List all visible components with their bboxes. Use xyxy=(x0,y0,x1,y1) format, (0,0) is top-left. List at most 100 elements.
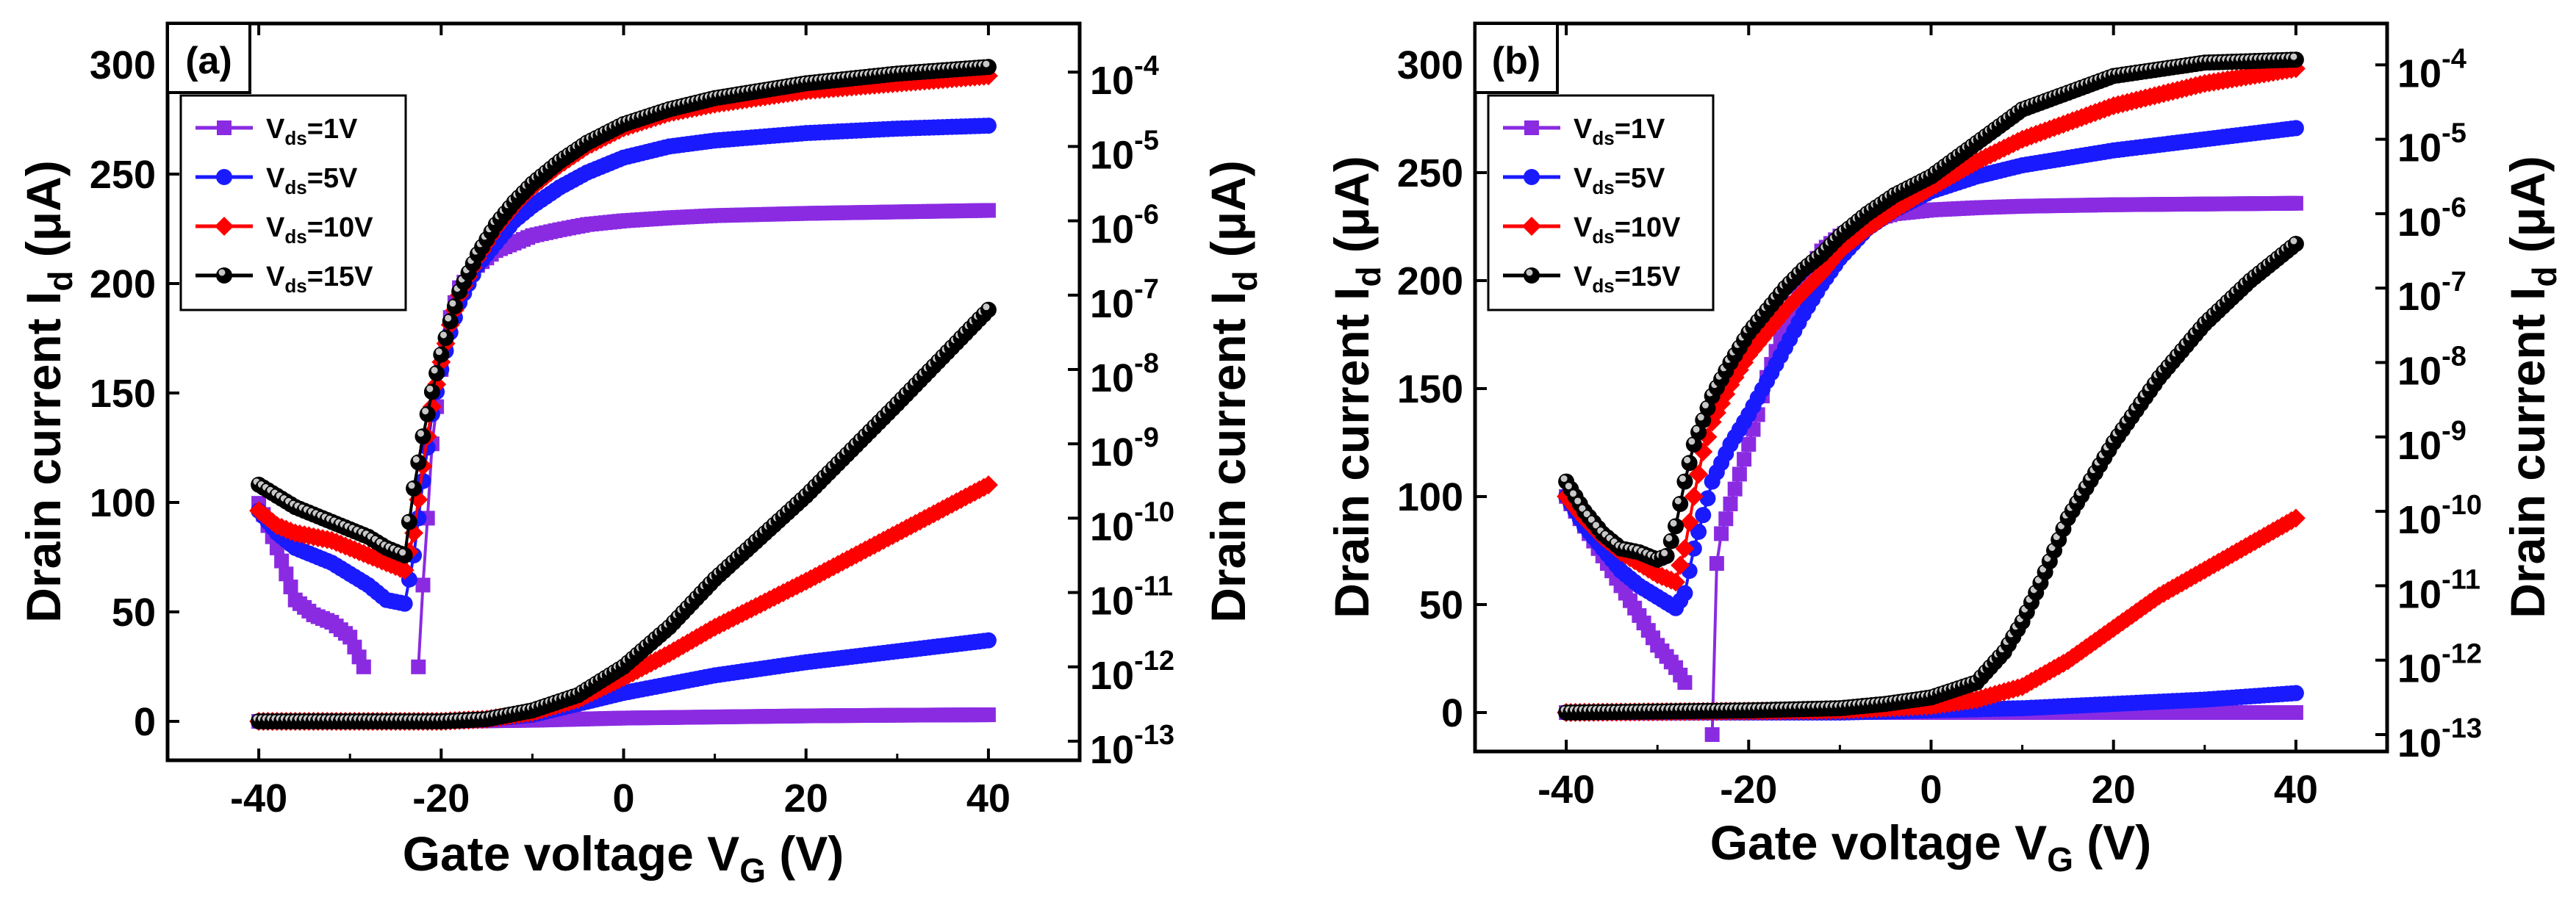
panel-b-right-tick-label: 10-11 xyxy=(2397,564,2480,616)
panel-b-series-2-log-point xyxy=(1671,555,1690,575)
panel-b-series-3-log-point xyxy=(2287,51,2304,68)
panel-a-series-3-linear-point xyxy=(980,301,997,318)
panel-b-label: (b) xyxy=(1492,40,1540,82)
panel-b-legend-item-0: Vds=1V xyxy=(1503,114,1665,149)
panel-a-series-3 xyxy=(251,59,997,729)
panel-b-series-3-linear-point-highlight xyxy=(2290,237,2297,245)
panel-a-y-tick-label: 150 xyxy=(90,372,156,416)
panel-a-right-tick-label: 10-13 xyxy=(1090,720,1174,772)
panel-a-series-1-linear-point xyxy=(980,632,997,649)
panel-a-y-tick-label: 250 xyxy=(90,153,156,197)
panel-a-right-tick-label: 10-7 xyxy=(1090,274,1159,326)
panel-a-series-1-log-point xyxy=(980,118,997,134)
panel-a-series-3-log-point xyxy=(437,329,454,346)
panel-b-series-3-log-point-highlight xyxy=(1688,438,1696,445)
panel-b-series-2-log-point xyxy=(1679,513,1699,533)
panel-a-label-box: (a) xyxy=(166,22,251,94)
panel-a-series-3-log-point-highlight xyxy=(440,331,448,339)
panel-b-x-tick-label: -40 xyxy=(1538,768,1595,812)
panel-b-right-tick-label: 10-9 xyxy=(2397,416,2466,468)
panel-a-series-3-log-point xyxy=(980,59,997,76)
panel-a-series-3-log-point xyxy=(423,383,440,400)
panel-a-series-3-log-point-highlight xyxy=(431,367,438,374)
panel-a-x-tick-label: 20 xyxy=(784,776,828,821)
panel-a-right-tick-label: 10-8 xyxy=(1090,348,1159,400)
panel-a-series-2-log-point xyxy=(395,560,415,580)
panel-b-x-tick-label: 0 xyxy=(1920,768,1942,812)
panel-b-series-1-log-point xyxy=(1676,585,1693,602)
panel-b-series-0-log-point xyxy=(1732,466,1747,482)
panel-b-right-tick-label: 10-8 xyxy=(2397,342,2466,394)
panel-a-y-tick-label: 200 xyxy=(90,262,156,306)
panel-b-series-3-log-point-highlight xyxy=(1674,497,1682,505)
panel-b-legend-marker xyxy=(1524,169,1540,185)
panel-a-series-3-log-point xyxy=(406,480,423,497)
panel-b-series-1-log-point xyxy=(1699,490,1716,507)
panel-a-legend-label: Vds=5V xyxy=(266,163,358,198)
panel-b-legend-marker-highlight xyxy=(1526,269,1533,276)
panel-b-series-0-linear-point xyxy=(2288,705,2303,720)
panel-a-legend: Vds=1V Vds=5V Vds=10V Vds=15V xyxy=(179,94,407,311)
panel-b-right-tick-label: 10-10 xyxy=(2397,490,2482,542)
panel-a-series-3-log-point xyxy=(433,346,450,363)
panel-b-series-3-log-point xyxy=(1676,473,1693,490)
panel-b-series-3-log-point-highlight xyxy=(1670,519,1677,527)
panel-a-legend-marker xyxy=(216,267,232,284)
panel-b-legend-label: Vds=15V xyxy=(1574,262,1681,297)
panel-a-data-marks xyxy=(249,59,998,731)
panel-a-series-3-log-point-highlight xyxy=(435,348,442,356)
panel-a-right-tick-label: 10-10 xyxy=(1090,497,1174,549)
panel-b-series-3-log-point xyxy=(1672,495,1689,512)
panel-b-series-3-log-point-highlight xyxy=(1593,522,1600,529)
panel-b-series-0-log-point xyxy=(1677,675,1693,691)
panel-a-series-3-log-point-highlight xyxy=(983,60,990,68)
panel-a-label: (a) xyxy=(185,40,232,82)
panel-b-y-tick-label: 300 xyxy=(1397,43,1463,87)
panel-a-series-0-log-point xyxy=(283,580,298,595)
panel-b-series-2-log-point xyxy=(1684,486,1704,506)
panel-b-series-0-log-point xyxy=(1737,452,1752,467)
panel-b-series-3-log-point-highlight xyxy=(1693,425,1700,433)
panel-b-left-axis-title: Drain current Id (μA) xyxy=(1324,156,1388,619)
panel-a-series-3-log-point-highlight xyxy=(403,515,411,522)
panel-b-series-2-log-point xyxy=(1675,538,1695,558)
panel-a-y-tick-label: 50 xyxy=(112,591,156,635)
panel-a-legend-label: Vds=1V xyxy=(266,114,358,149)
panel-a-left-axis-title: Drain current Id (μA) xyxy=(16,160,79,623)
panel-b-series-0-log-point xyxy=(1727,481,1743,497)
panel-b-y-tick-label: 250 xyxy=(1397,151,1463,195)
panel-a-series-3-log-point-highlight xyxy=(399,549,406,556)
panel-a-right-tick-label: 10-6 xyxy=(1090,200,1159,252)
panel-a-y-tick-label: 300 xyxy=(90,43,156,87)
panel-b-series-3 xyxy=(1558,51,2304,721)
panel-b-legend-marker xyxy=(1522,217,1541,236)
panel-b-series-3-log-point-highlight xyxy=(1665,535,1673,542)
panel-a-series-3-log-point xyxy=(396,547,413,563)
panel-b-right-tick-label: 10-5 xyxy=(2397,118,2466,170)
panel-a-series-3-log-point xyxy=(428,365,445,382)
panel-a-x-axis-title: Gate voltage VG (V) xyxy=(403,826,844,890)
panel-a-series-2-linear-point xyxy=(978,475,998,495)
panel-a-series-3-linear-point-highlight xyxy=(983,303,990,311)
panel-b-right-tick-label: 10-7 xyxy=(2397,267,2466,319)
panel-b-right-axis-title: Drain current Id (μA) xyxy=(2500,156,2564,619)
panel-a-series-0-log-point xyxy=(411,659,426,674)
panel-b-series-0-log-point xyxy=(1704,727,1720,742)
panel-a-series-3-log-point-highlight xyxy=(412,456,420,463)
panel-b-label-box: (b) xyxy=(1474,22,1559,94)
panel-b-right-tick-label: 10-12 xyxy=(2397,639,2482,691)
panel-b-series-2-log-point xyxy=(1666,572,1686,592)
panel-a-series-3-log-point-highlight xyxy=(417,430,424,437)
panel-a-series-3-log-point xyxy=(415,428,431,445)
panel-b-series-2-linear-point xyxy=(2286,508,2306,528)
panel-a-x-tick-label: -20 xyxy=(412,776,470,821)
panel-b-series-0-log-point xyxy=(1714,526,1729,541)
panel-a-legend-marker xyxy=(215,217,234,236)
panel-a-legend-marker xyxy=(216,169,232,185)
panel-a-y-tick-label: 100 xyxy=(90,481,156,525)
panel-b-series-3-log-point-highlight xyxy=(1565,483,1572,490)
panel-b-series-1-linear-point xyxy=(2287,685,2304,702)
panel-a-right-tick-label: 10-4 xyxy=(1090,51,1159,103)
panel-b-y-tick-label: 200 xyxy=(1397,259,1463,303)
panel-b-series-0-log-point xyxy=(1709,556,1724,572)
